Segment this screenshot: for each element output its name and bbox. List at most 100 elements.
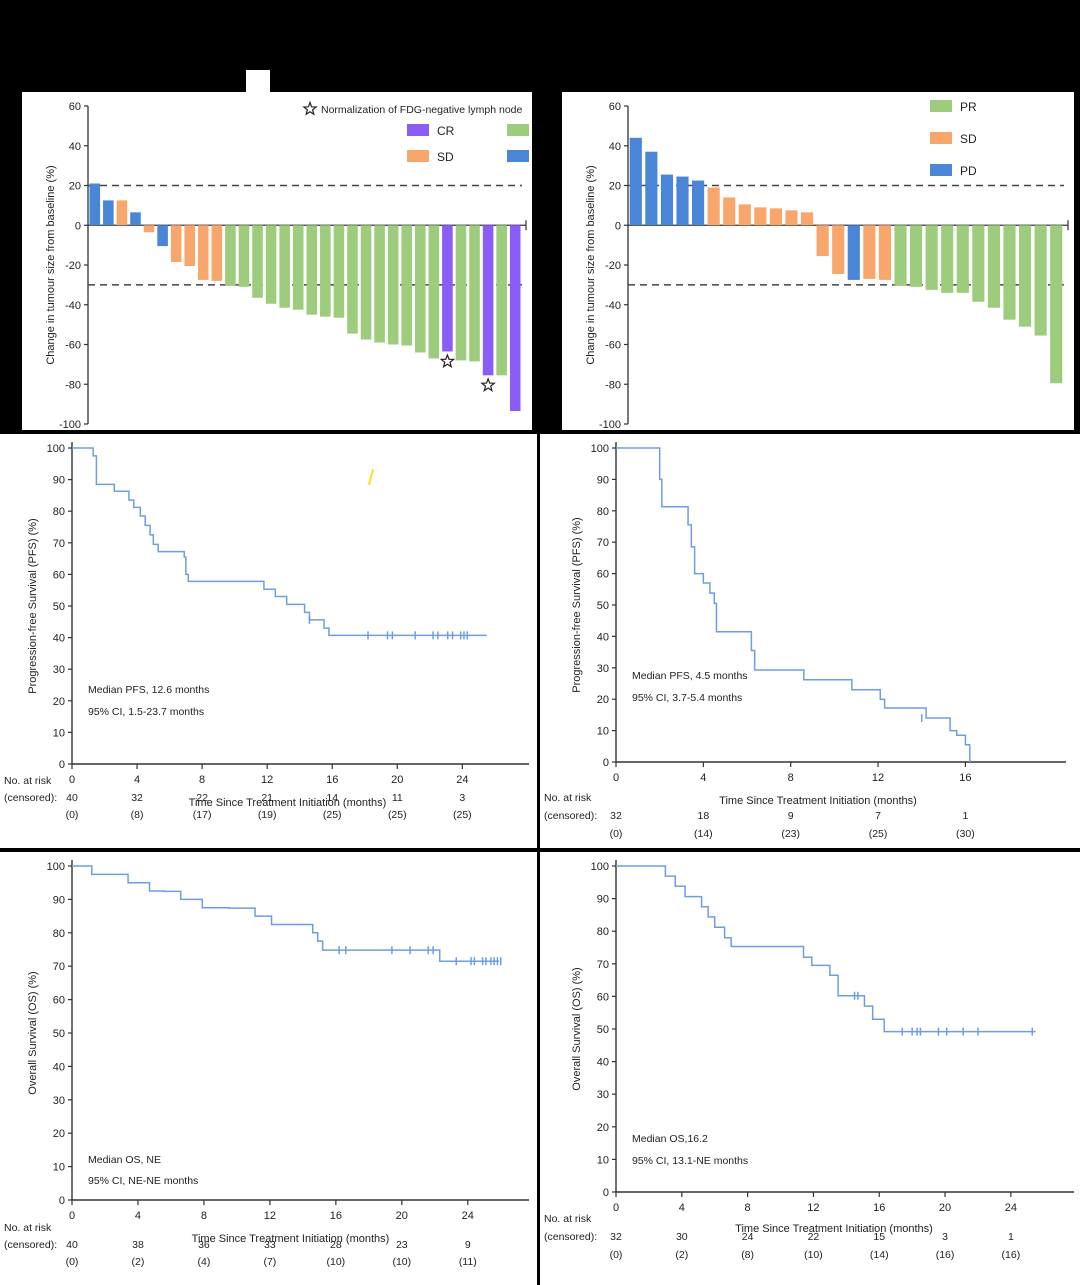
waterfall-bar bbox=[401, 225, 413, 346]
y-tick-label: 0 bbox=[75, 220, 81, 232]
censored-count: (7) bbox=[263, 1256, 276, 1268]
waterfall-bar bbox=[801, 212, 814, 226]
x-tick-label: 8 bbox=[745, 1202, 751, 1214]
km-annotation: Median OS,16.2 bbox=[632, 1133, 708, 1145]
y-tick-label: 10 bbox=[597, 1154, 609, 1166]
x-tick-label: 16 bbox=[873, 1202, 885, 1214]
risk-count: 7 bbox=[875, 810, 881, 822]
y-axis-title: Progression-free Survival (PFS) (%) bbox=[27, 518, 39, 693]
y-tick-label: 20 bbox=[53, 696, 65, 708]
risk-count: 40 bbox=[66, 792, 78, 804]
waterfall-bar bbox=[1019, 225, 1032, 327]
waterfall-bar bbox=[816, 225, 829, 257]
risk-count: 32 bbox=[131, 792, 143, 804]
y-tick-label: 90 bbox=[53, 475, 65, 487]
legend-swatch-SD bbox=[930, 132, 952, 144]
y-tick-label: 20 bbox=[609, 181, 621, 193]
censored-count: (25) bbox=[323, 809, 342, 821]
y-axis-title: Overall Survival (OS) (%) bbox=[27, 971, 39, 1094]
waterfall-bar bbox=[374, 225, 385, 343]
y-axis-title: Progression-free Survival (PFS) (%) bbox=[571, 517, 583, 692]
y-tick-label: 80 bbox=[597, 926, 609, 938]
y-tick-label: -100 bbox=[59, 419, 81, 430]
risk-count: 40 bbox=[66, 1239, 78, 1251]
legend-swatch-PD bbox=[930, 164, 952, 176]
risk-table-censored-label: (censored): bbox=[4, 792, 57, 804]
y-tick-label: 80 bbox=[53, 506, 65, 518]
censored-count: (0) bbox=[66, 809, 79, 821]
waterfall-bar bbox=[197, 225, 209, 280]
risk-count: 21 bbox=[261, 792, 273, 804]
risk-count: 14 bbox=[326, 792, 338, 804]
waterfall-bar bbox=[1050, 225, 1063, 384]
waterfall-bar bbox=[225, 225, 236, 286]
y-axis-title: Change in tumour size from baseline (%) bbox=[585, 165, 597, 364]
y-tick-label: -20 bbox=[65, 260, 81, 272]
plot-area: 0 10 20 30 40 50 60 70 80 90 100 0 4 8 12 16 20 24 Progres… bbox=[27, 442, 529, 809]
panel-pfs-right: 0 10 20 30 40 50 60 70 80 90 100 0 4 8 12 16 Progression… bbox=[540, 434, 1080, 848]
waterfall-bar bbox=[292, 225, 304, 310]
y-tick-label: -100 bbox=[599, 419, 621, 430]
legend-label-CR: CR bbox=[437, 124, 455, 138]
y-tick-label: -80 bbox=[605, 379, 621, 391]
legend: Normalization of FDG-negative lymph node… bbox=[302, 100, 529, 164]
y-tick-label: 40 bbox=[53, 633, 65, 645]
risk-count: 23 bbox=[396, 1239, 408, 1251]
risk-count: 18 bbox=[698, 810, 710, 822]
censored-count: (25) bbox=[453, 809, 472, 821]
risk-count: 22 bbox=[808, 1231, 820, 1243]
y-tick-label: 50 bbox=[597, 1024, 609, 1036]
censored-count: (16) bbox=[1002, 1249, 1021, 1261]
waterfall-bar bbox=[894, 225, 907, 286]
censored-count: (14) bbox=[694, 828, 713, 840]
x-tick-label: 8 bbox=[788, 772, 794, 784]
y-tick-label: 30 bbox=[53, 1095, 65, 1107]
waterfall-bar bbox=[692, 180, 705, 226]
waterfall-bar bbox=[910, 225, 923, 287]
panel-waterfall-left: 60 40 20 0 -20 -40 -60 -80 -100 Change in tumour … bbox=[22, 92, 532, 430]
waterfall-bar bbox=[428, 225, 440, 359]
legend-label-SD: SD bbox=[960, 132, 977, 146]
censored-count: (23) bbox=[781, 828, 800, 840]
waterfall-bar bbox=[660, 174, 674, 226]
waterfall-bar bbox=[442, 225, 453, 352]
panel-waterfall-right: 60 40 20 0 -20 -40 -60 -80 -100 Change in tumour … bbox=[562, 92, 1074, 430]
km-annotation: 95% CI, 1.5-23.7 months bbox=[88, 706, 204, 718]
waterfall-bar bbox=[645, 151, 658, 226]
legend-label-PD: PD bbox=[960, 164, 977, 178]
x-axis-title: Time Since Treatment Initiation (months) bbox=[189, 797, 387, 809]
normalization-star-icon bbox=[302, 100, 318, 116]
km-curve bbox=[616, 447, 971, 762]
os-left-chart: 0 10 20 30 40 50 60 70 80 90 100 0 4 8 12 16 20 24 Overall… bbox=[4, 860, 529, 1268]
x-tick-label: 8 bbox=[201, 1210, 207, 1222]
waterfall-bar bbox=[279, 225, 290, 308]
waterfall-bar bbox=[1003, 225, 1016, 320]
plot-area: 60 40 20 0 -20 -40 -60 -80 -100 Change in tumour … bbox=[585, 101, 1069, 430]
risk-count: 22 bbox=[196, 792, 208, 804]
legend-label-PR: PR bbox=[960, 100, 977, 114]
x-tick-label: 24 bbox=[462, 1210, 474, 1222]
waterfall-bar bbox=[89, 183, 101, 226]
censored-count: (0) bbox=[610, 1249, 623, 1261]
censored-count: (0) bbox=[610, 828, 623, 840]
y-tick-label: 40 bbox=[609, 141, 621, 153]
panel-os-right: 0 10 20 30 40 50 60 70 80 90 100 0 4 8 12 16 20 24 Overall… bbox=[540, 852, 1080, 1285]
km-annotation: Median PFS, 12.6 months bbox=[88, 684, 209, 696]
censored-count: (10) bbox=[327, 1256, 346, 1268]
legend-swatch-PD bbox=[507, 150, 529, 162]
y-tick-label: 80 bbox=[597, 506, 609, 518]
km-annotation: 95% CI, 13.1-NE months bbox=[632, 1155, 748, 1167]
y-tick-label: 40 bbox=[597, 1057, 609, 1069]
waterfall-bar bbox=[265, 225, 277, 304]
censored-count: (16) bbox=[936, 1249, 955, 1261]
y-tick-label: 40 bbox=[53, 1061, 65, 1073]
normalization-star-icon bbox=[480, 377, 496, 392]
km-annotation: 95% CI, 3.7-5.4 months bbox=[632, 692, 742, 704]
x-axis-title: Time Since Treatment Initiation (months) bbox=[735, 1223, 933, 1235]
censored-count: (4) bbox=[198, 1256, 211, 1268]
y-tick-label: 90 bbox=[53, 894, 65, 906]
risk-count: 1 bbox=[1008, 1231, 1014, 1243]
y-tick-label: 0 bbox=[59, 1195, 65, 1207]
pfs-left-chart: 0 10 20 30 40 50 60 70 80 90 100 0 4 8 12 16 20 24 Progres… bbox=[4, 442, 529, 821]
y-axis-title: Overall Survival (OS) (%) bbox=[571, 967, 583, 1090]
